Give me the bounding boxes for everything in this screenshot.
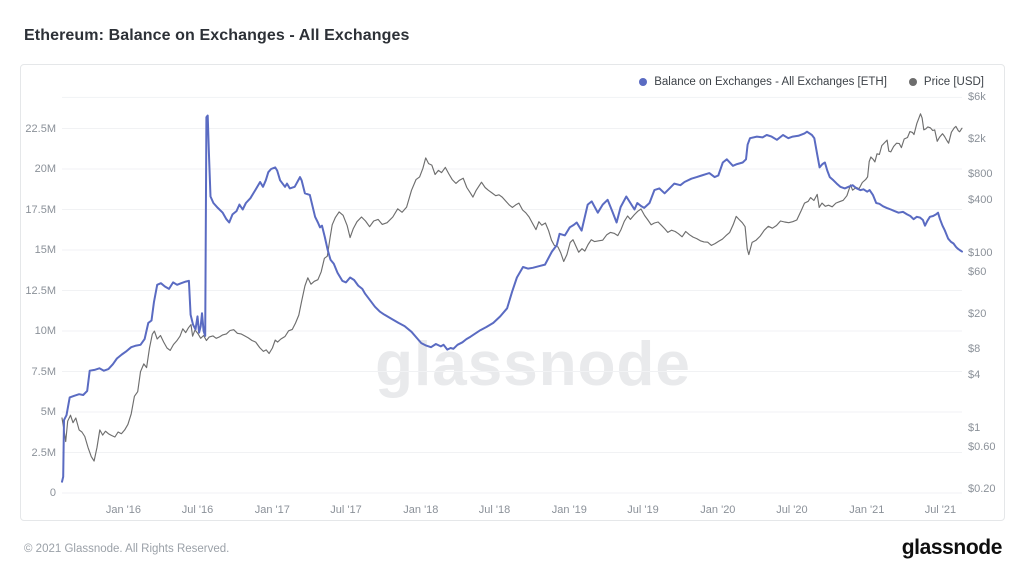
- x-tick-label: Jan '19: [551, 504, 587, 516]
- y-left-tick-label: 0: [49, 487, 56, 499]
- x-tick-label: Jan '16: [105, 504, 141, 516]
- glassnode-watermark: glassnode: [375, 330, 691, 399]
- y-left-tick-label: 2.5M: [31, 446, 56, 459]
- legend-item-balance[interactable]: Balance on Exchanges - All Exchanges [ET…: [639, 76, 887, 88]
- page-title: Ethereum: Balance on Exchanges - All Exc…: [24, 27, 410, 44]
- x-tick-label: Jul '20: [776, 504, 808, 516]
- x-tick-label: Jan '21: [849, 504, 885, 516]
- legend-label-balance: Balance on Exchanges - All Exchanges [ET…: [654, 76, 887, 88]
- y-right-tick-label: $400: [968, 194, 993, 207]
- balance-series-dot-icon: [639, 78, 648, 86]
- y-left-tick-label: 10M: [34, 325, 56, 337]
- y-right-tick-label: $6k: [968, 91, 986, 104]
- chart-legend: Balance on Exchanges - All Exchanges [ET…: [639, 76, 984, 88]
- y-left-tick-label: 12.5M: [25, 284, 56, 297]
- price-series-dot-icon: [908, 78, 917, 86]
- y-right-tick-label: $0.20: [968, 483, 996, 496]
- x-tick-label: Jul '16: [181, 504, 214, 516]
- glassnode-logo: glassnode: [901, 536, 1003, 559]
- x-tick-label: Jan '20: [700, 504, 736, 516]
- y-left-tick-label: 15M: [34, 244, 56, 256]
- chart-card: glassnode: [20, 64, 1005, 521]
- x-tick-label: Jan '17: [254, 504, 290, 516]
- y-right-tick-label: $20: [968, 308, 987, 321]
- y-right-tick-label: $800: [968, 167, 993, 180]
- y-right-tick-label: $0.60: [968, 441, 996, 454]
- y-left-tick-label: 7.5M: [31, 365, 56, 378]
- legend-item-price[interactable]: Price [USD]: [908, 76, 984, 88]
- y-left-tick-label: 20M: [34, 163, 56, 175]
- y-right-tick-label: $2k: [968, 133, 986, 146]
- y-right-tick-label: $4: [968, 369, 981, 382]
- x-tick-label: Jul '19: [627, 504, 659, 516]
- y-left-tick-label: 22.5M: [25, 122, 56, 135]
- y-left-tick-label: 5M: [40, 406, 56, 418]
- x-tick-label: Jul '21: [924, 504, 957, 516]
- legend-label-price: Price [USD]: [923, 76, 984, 88]
- y-right-tick-label: $100: [968, 247, 993, 259]
- y-right-tick-label: $1: [968, 422, 981, 434]
- y-right-tick-label: $8: [968, 342, 981, 355]
- x-tick-label: Jul '17: [330, 504, 362, 516]
- x-tick-label: Jan '18: [403, 504, 439, 516]
- x-tick-label: Jul '18: [478, 504, 511, 516]
- y-left-tick-label: 17.5M: [25, 203, 56, 216]
- copyright-text: © 2021 Glassnode. All Rights Reserved.: [24, 543, 230, 555]
- y-right-tick-label: $60: [968, 266, 987, 279]
